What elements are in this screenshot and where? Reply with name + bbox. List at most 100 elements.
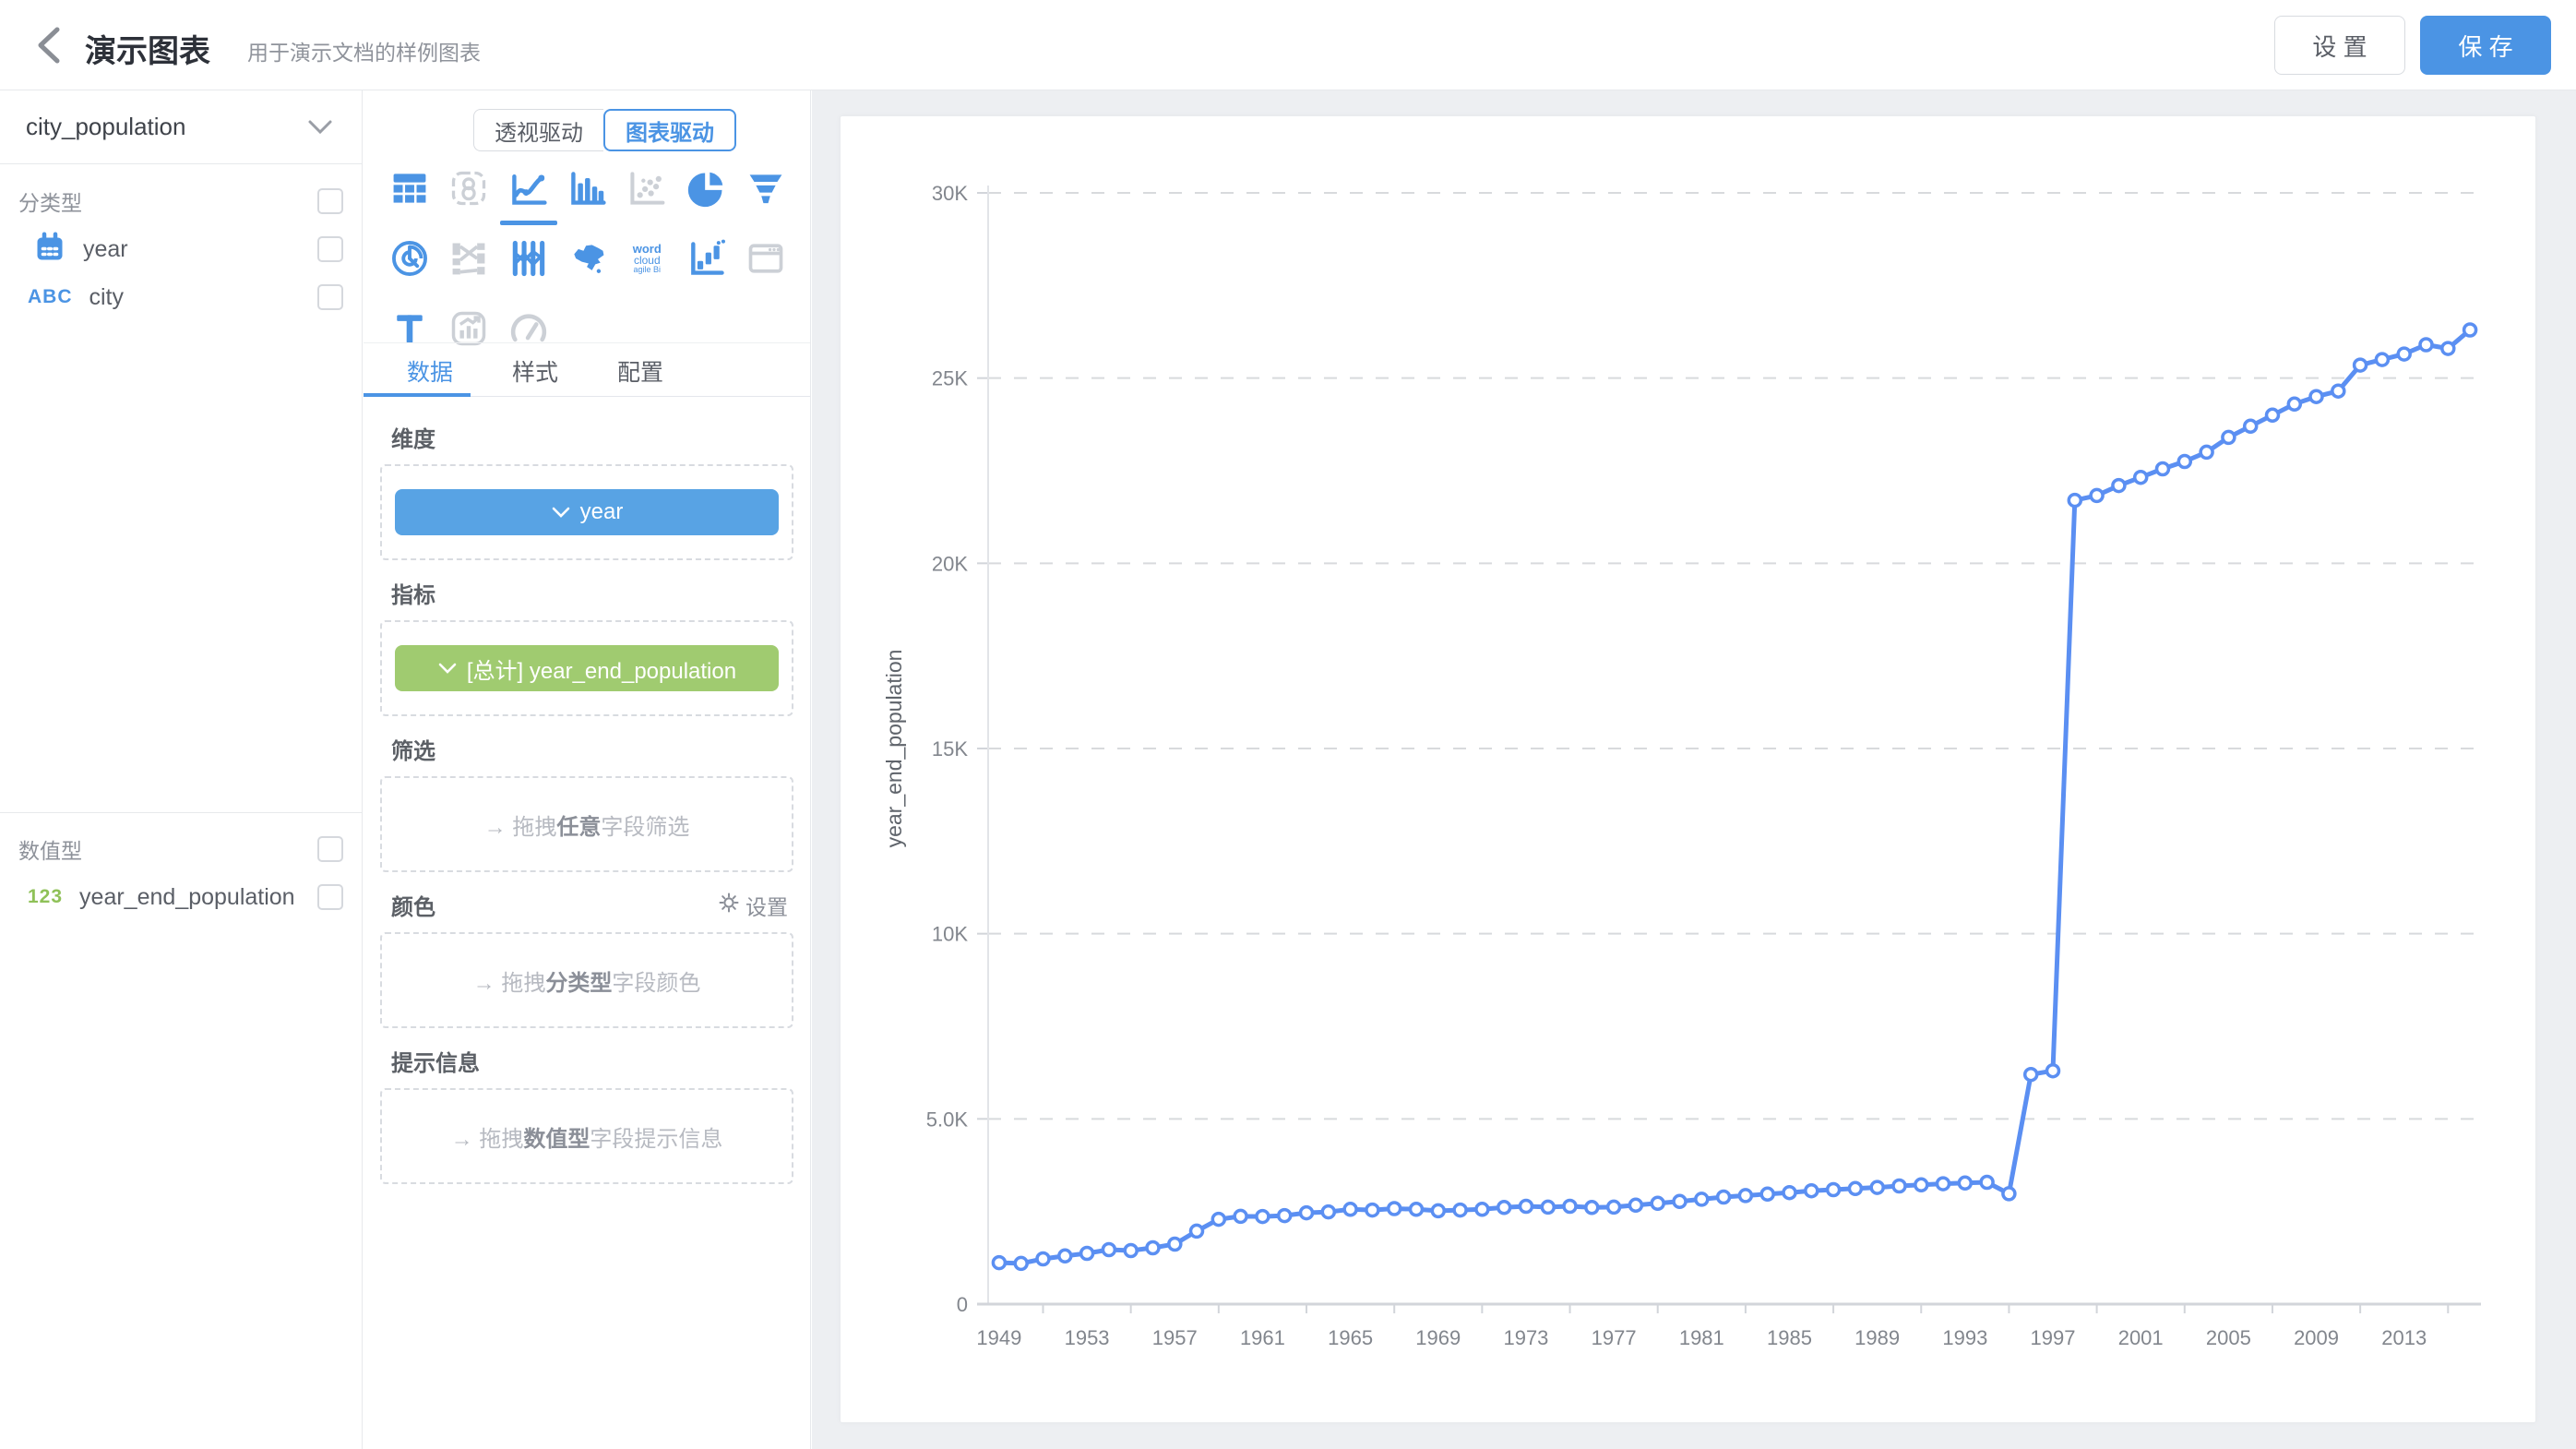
field-checkbox-city[interactable]: [317, 284, 343, 310]
color-dropzone[interactable]: → 拖拽分类型字段颜色: [380, 932, 793, 1028]
word-cloud-chart-icon[interactable]: word cloud agile Bi: [632, 242, 662, 274]
chart-data-point: [1759, 1186, 1775, 1203]
x-axis-label: 1977: [1592, 1326, 1637, 1349]
numeric-section-checkbox[interactable]: [317, 836, 343, 862]
sankey-chart-icon[interactable]: [439, 233, 498, 284]
filter-placeholder: → 拖拽任意字段筛选: [483, 814, 690, 840]
chart-data-point: [1167, 1236, 1183, 1252]
chart-data-point: [1408, 1202, 1425, 1217]
chart-data-point: [1540, 1199, 1556, 1215]
panel-divider: [364, 342, 810, 343]
page-subtitle: 用于演示文档的样例图表: [247, 41, 481, 65]
radar-chart-icon[interactable]: [380, 233, 439, 284]
category-section-header: 分类型: [0, 181, 362, 222]
color-settings-link[interactable]: 设置: [718, 890, 788, 921]
x-axis-label: 1981: [1679, 1326, 1724, 1349]
chart-data-point: [1869, 1180, 1885, 1195]
category-section-label: 分类型: [18, 191, 82, 215]
funnel-chart-icon[interactable]: [736, 162, 795, 214]
measure-pill-label: [总计] year_end_population: [466, 658, 737, 684]
chart-data-point: [2154, 461, 2171, 477]
chart-data-point: [2221, 429, 2236, 446]
app-header: 演示图表 用于演示文档的样例图表 设 置 保 存: [0, 0, 2576, 90]
mix-chart-icon[interactable]: [439, 303, 498, 354]
chart-data-point: [2462, 322, 2478, 338]
chart-data-point: [1430, 1203, 1447, 1219]
x-axis-label: 1985: [1767, 1326, 1812, 1349]
x-axis-label: 2001: [2118, 1326, 2164, 1349]
chart-data-point: [1737, 1188, 1754, 1204]
tooltip-dropzone[interactable]: → 拖拽数值型字段提示信息: [380, 1088, 793, 1184]
chart-data-point: [1276, 1207, 1293, 1224]
indicator-card-icon[interactable]: [439, 162, 498, 214]
dataset-selector[interactable]: city_population: [0, 90, 362, 164]
chart-data-point: [1979, 1174, 1995, 1191]
tab-数据[interactable]: 数据: [364, 345, 471, 397]
pie-chart-icon[interactable]: [676, 162, 735, 214]
line-chart-icon[interactable]: [499, 162, 558, 225]
iframe-widget-icon[interactable]: [736, 233, 795, 284]
x-axis-label: 2009: [2294, 1326, 2339, 1349]
chart-data-point: [1562, 1198, 1578, 1215]
chart-data-point: [1386, 1201, 1402, 1216]
gauge-chart-icon[interactable]: [499, 303, 558, 354]
x-axis-label: 1993: [1942, 1326, 1987, 1349]
chart-data-point: [2286, 396, 2303, 413]
field-checkbox-year-end-population[interactable]: [317, 884, 343, 910]
x-axis-label: 1997: [2031, 1326, 2076, 1349]
dataset-sidebar: city_population 分类型 year ABC city: [0, 90, 363, 1449]
y-axis-label: 10K: [932, 923, 968, 946]
chart-data-point: [1145, 1239, 1161, 1256]
x-axis-label: 2005: [2206, 1326, 2251, 1349]
dimension-pill-year[interactable]: year: [395, 489, 779, 535]
chart-data-point: [2111, 477, 2127, 494]
dataset-name: city_population: [26, 113, 186, 140]
chart-data-point: [1715, 1189, 1732, 1205]
x-axis-label: 1961: [1240, 1326, 1285, 1349]
scatter-chart-icon[interactable]: [617, 162, 676, 214]
y-axis-label: 20K: [932, 552, 968, 575]
dimension-dropzone[interactable]: year: [380, 464, 793, 560]
bar-chart-icon[interactable]: [558, 162, 617, 214]
y-axis-title: year_end_population: [882, 650, 906, 848]
measure-dropzone[interactable]: [总计] year_end_population: [380, 620, 793, 716]
text-widget-icon[interactable]: [380, 303, 439, 354]
chart-data-point: [1013, 1255, 1029, 1272]
chart-data-point: [2374, 352, 2391, 367]
x-axis-label: 1953: [1065, 1326, 1110, 1349]
tab-配置[interactable]: 配置: [616, 359, 663, 386]
x-axis-label: 1949: [976, 1326, 1021, 1349]
field-row-city[interactable]: ABC city: [0, 277, 362, 317]
measure-pill-year-end-population[interactable]: [总计] year_end_population: [395, 645, 779, 691]
tab-样式[interactable]: 样式: [511, 359, 558, 386]
category-section-checkbox[interactable]: [317, 188, 343, 214]
chart-data-point: [2396, 346, 2412, 362]
chart-data-point: [1694, 1192, 1710, 1207]
chart-data-point: [1935, 1176, 1951, 1192]
field-row-year-end-population[interactable]: 123 year_end_population: [0, 877, 362, 917]
mode-chart-option[interactable]: 图表驱动: [603, 109, 736, 151]
y-axis-label: 15K: [932, 737, 968, 760]
dimension-label: 维度: [391, 427, 435, 452]
table-chart-icon[interactable]: [380, 162, 439, 214]
chart-data-point: [1035, 1251, 1051, 1267]
filter-dropzone[interactable]: → 拖拽任意字段筛选: [380, 776, 793, 872]
waterfall-chart-icon[interactable]: [676, 233, 735, 284]
chart-data-point: [2199, 444, 2214, 461]
sidebar-divider: [0, 812, 362, 813]
back-button[interactable]: [28, 22, 72, 68]
chart-data-point: [2440, 341, 2456, 356]
color-label: 颜色 设置: [391, 889, 793, 921]
settings-button[interactable]: 设 置: [2274, 16, 2405, 75]
chart-data-point: [1298, 1204, 1315, 1221]
numeric-section-header: 数值型: [0, 829, 362, 869]
mode-pivot-option[interactable]: 透视驱动: [473, 109, 603, 151]
parallel-chart-icon[interactable]: [499, 233, 558, 284]
china-map-chart-icon[interactable]: [558, 233, 617, 284]
chart-data-point: [1650, 1195, 1665, 1212]
field-row-year[interactable]: year: [0, 229, 362, 269]
save-button[interactable]: 保 存: [2420, 16, 2551, 75]
field-checkbox-year[interactable]: [317, 236, 343, 262]
color-placeholder: → 拖拽分类型字段颜色: [472, 970, 701, 996]
chart-data-point: [1474, 1202, 1490, 1217]
